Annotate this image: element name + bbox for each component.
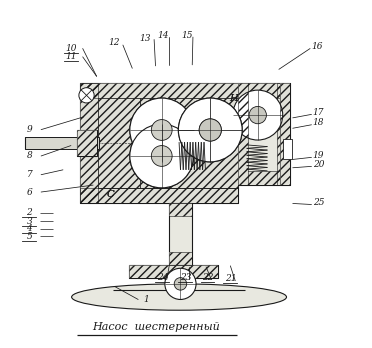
- Ellipse shape: [249, 106, 266, 124]
- Text: 19: 19: [312, 151, 324, 160]
- Ellipse shape: [151, 145, 172, 166]
- Bar: [98, 98, 140, 188]
- Bar: [169, 203, 192, 265]
- Text: 14: 14: [158, 31, 169, 40]
- Bar: [129, 265, 218, 278]
- Text: 10: 10: [65, 44, 77, 53]
- Text: 8: 8: [26, 151, 32, 160]
- Text: 9: 9: [26, 125, 32, 134]
- Bar: [238, 83, 290, 185]
- Text: 5: 5: [26, 232, 32, 241]
- Bar: [283, 139, 292, 159]
- Text: 1: 1: [143, 295, 149, 304]
- Ellipse shape: [72, 284, 286, 310]
- Text: 2: 2: [26, 208, 32, 217]
- Bar: [80, 83, 98, 203]
- Text: 22: 22: [202, 273, 213, 282]
- Ellipse shape: [151, 120, 172, 140]
- Bar: [238, 171, 290, 185]
- Bar: [238, 83, 248, 185]
- Ellipse shape: [199, 119, 221, 141]
- Bar: [140, 98, 169, 188]
- Text: 11: 11: [65, 52, 77, 61]
- Bar: [129, 265, 218, 278]
- Text: 17: 17: [312, 108, 324, 117]
- Bar: [238, 83, 248, 185]
- Text: Насос  шестеренный: Насос шестеренный: [93, 322, 221, 332]
- Bar: [169, 252, 192, 265]
- Bar: [280, 83, 290, 185]
- Text: 18: 18: [312, 118, 324, 127]
- Bar: [77, 130, 97, 156]
- Text: 25: 25: [312, 198, 324, 207]
- Bar: [80, 188, 238, 203]
- Text: H: H: [230, 94, 238, 103]
- Text: 12: 12: [108, 39, 120, 47]
- Bar: [129, 265, 218, 278]
- Ellipse shape: [233, 90, 283, 140]
- Text: 23: 23: [180, 273, 191, 282]
- Bar: [277, 83, 290, 185]
- Bar: [80, 83, 238, 98]
- Ellipse shape: [174, 278, 187, 290]
- Bar: [280, 83, 290, 185]
- Bar: [77, 130, 97, 156]
- Bar: [238, 171, 290, 185]
- Bar: [25, 137, 99, 149]
- Bar: [238, 83, 290, 98]
- Bar: [169, 203, 192, 216]
- Bar: [169, 98, 238, 188]
- Text: 6: 6: [26, 188, 32, 197]
- Bar: [238, 83, 290, 98]
- Text: 3: 3: [26, 217, 32, 226]
- Text: H: H: [229, 94, 238, 103]
- Ellipse shape: [151, 120, 172, 140]
- Bar: [169, 98, 238, 188]
- Ellipse shape: [130, 98, 193, 162]
- Text: C: C: [106, 190, 115, 199]
- Text: 24: 24: [157, 273, 168, 282]
- Text: 15: 15: [181, 31, 192, 40]
- Bar: [140, 98, 169, 188]
- Text: 4: 4: [26, 224, 32, 233]
- Ellipse shape: [179, 98, 242, 162]
- Bar: [98, 98, 238, 188]
- Ellipse shape: [151, 145, 172, 166]
- Ellipse shape: [130, 124, 193, 188]
- Text: C: C: [107, 190, 114, 199]
- Bar: [80, 83, 238, 98]
- Ellipse shape: [79, 88, 94, 103]
- Bar: [98, 98, 140, 188]
- Bar: [277, 83, 290, 185]
- Bar: [169, 203, 192, 216]
- Ellipse shape: [199, 119, 221, 141]
- Text: 7: 7: [26, 170, 32, 179]
- Bar: [80, 83, 98, 203]
- Text: 20: 20: [312, 160, 324, 169]
- Bar: [169, 252, 192, 265]
- Ellipse shape: [130, 124, 193, 188]
- Ellipse shape: [179, 98, 242, 162]
- Text: 21: 21: [225, 274, 236, 283]
- Bar: [77, 130, 97, 156]
- Bar: [80, 83, 238, 203]
- Bar: [80, 188, 238, 203]
- Text: 13: 13: [140, 34, 151, 42]
- Ellipse shape: [130, 98, 193, 162]
- Text: 16: 16: [311, 42, 323, 51]
- Ellipse shape: [165, 268, 196, 300]
